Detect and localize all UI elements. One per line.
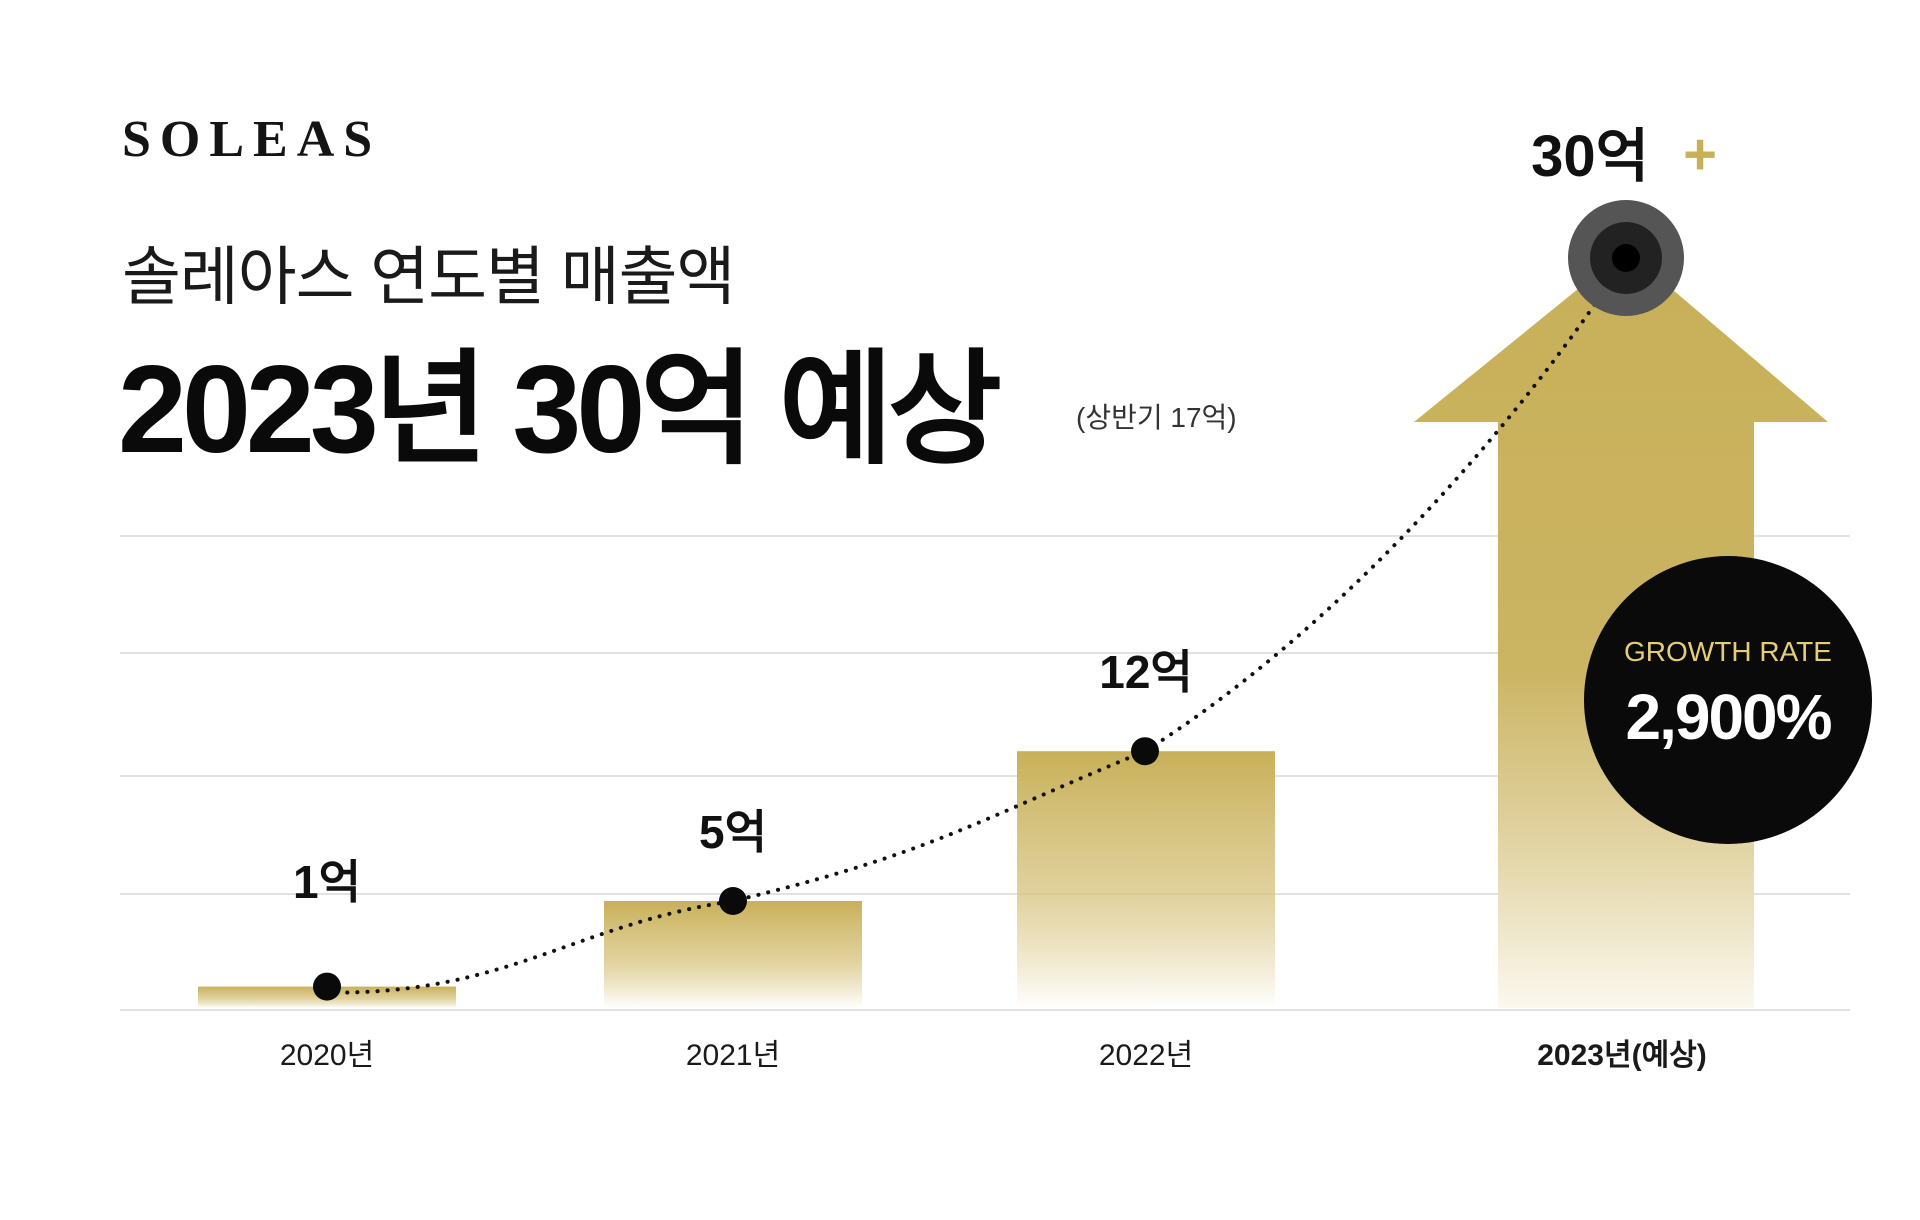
chart-headline: 2023년 30억 예상 <box>118 341 1002 479</box>
data-label-suffix: + <box>1683 122 1717 187</box>
chart-subtitle: 솔레아스 연도별 매출액 <box>122 241 735 313</box>
bar-2 <box>1017 751 1275 1008</box>
bar-1 <box>604 901 862 1008</box>
brand-logo: SOLEAS <box>122 111 382 168</box>
category-label-3: 2023년(예상) <box>1537 1039 1707 1072</box>
data-label-0: 1억 <box>293 856 361 908</box>
data-label-2: 12억 <box>1099 646 1193 698</box>
trend-line <box>325 256 1628 995</box>
category-label-0: 2020년 <box>280 1039 374 1072</box>
growth-rate-badge: GROWTH RATE 2,900% <box>1584 556 1872 844</box>
headline-note: (상반기 17억) <box>1076 402 1237 433</box>
category-label-1: 2021년 <box>686 1039 780 1072</box>
point-3 <box>1612 244 1640 272</box>
points-group <box>313 200 1684 1001</box>
growth-rate-value: 2,900% <box>1625 681 1832 753</box>
point-2 <box>1131 737 1159 766</box>
labels-group: 1억 5억 12억 30억 +2020년 2021년 2022년 2023년(예상) <box>280 122 1717 1072</box>
point-0 <box>313 972 341 1001</box>
data-label-3: 30억 <box>1531 124 1649 189</box>
category-label-2: 2022년 <box>1099 1039 1193 1072</box>
growth-rate-label: GROWTH RATE <box>1624 636 1832 667</box>
data-label-1: 5억 <box>699 806 767 858</box>
point-1 <box>719 887 747 915</box>
